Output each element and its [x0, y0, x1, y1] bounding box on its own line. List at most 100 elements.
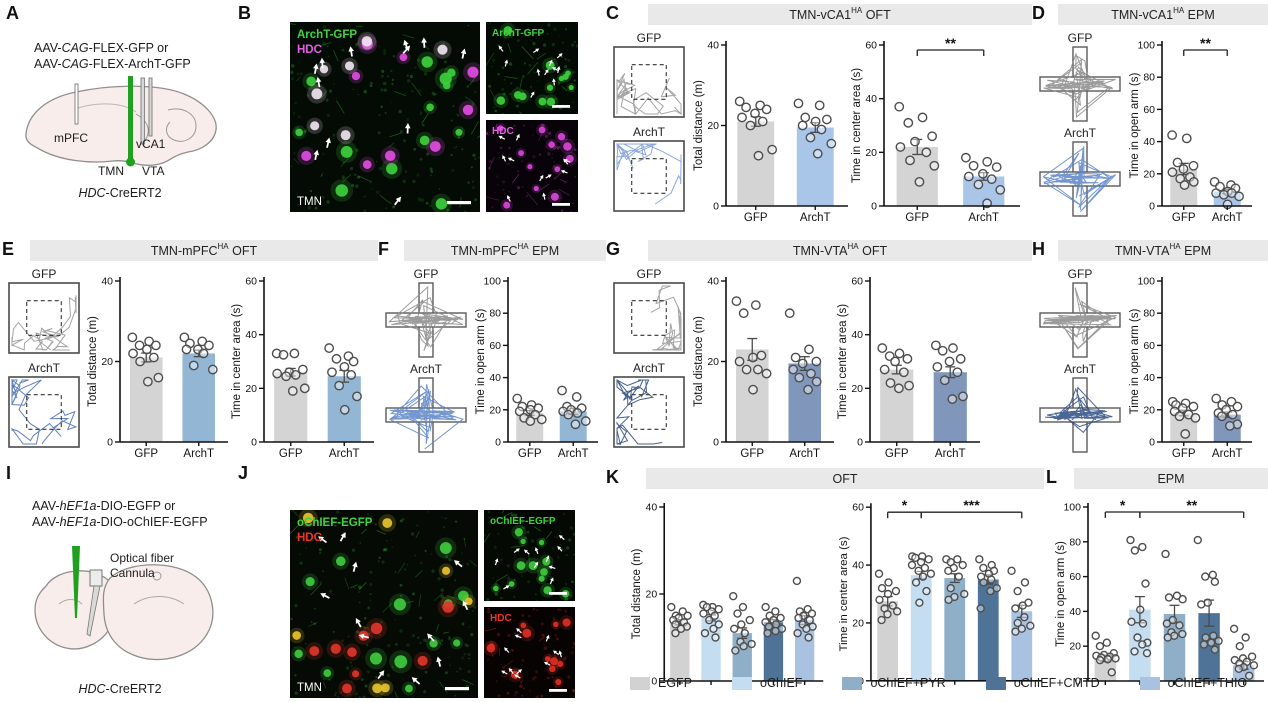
svg-text:GFP: GFP [905, 212, 929, 224]
svg-text:40: 40 [853, 561, 865, 572]
svg-text:40: 40 [707, 276, 719, 288]
group-legend: EGFP oChIEF oChIEF+PYR oChIEF+CMTD oChIE… [630, 676, 1247, 690]
svg-text:20: 20 [851, 383, 863, 395]
svg-text:20: 20 [1143, 404, 1155, 416]
svg-text:60: 60 [1143, 340, 1155, 352]
group-label-archt: ArchT [632, 125, 665, 139]
svg-text:TMN: TMN [297, 682, 322, 694]
svg-text:100: 100 [483, 276, 501, 288]
legend-label-egfp: EGFP [658, 676, 693, 690]
svg-text:ArchT: ArchT [329, 448, 360, 460]
panel-j: J oChIEF-EGFP HDC TMN oChIEF-EGFP HDC [238, 464, 586, 702]
panel-h: H TMN-VTA HA EPM GFP ArchT 0 20 40 60 80 100 Ti… [1032, 240, 1268, 462]
legend-swatch-ochief [732, 676, 753, 690]
panel-letter-l: L [1046, 467, 1057, 487]
svg-text:0: 0 [857, 437, 863, 449]
svg-text:60: 60 [1143, 104, 1155, 116]
panel-a: A AAV-CAG-FLEX-GFP or AAV-CAG-FLEX-ArchT… [6, 4, 234, 234]
label-vta: VTA [142, 164, 164, 178]
optic-fiber-beam [72, 546, 80, 618]
microscopy-merged-image: ArchT-GFP HDC TMN [290, 22, 480, 212]
svg-text:100: 100 [1137, 40, 1155, 52]
svg-text:20: 20 [853, 618, 865, 629]
svg-text:GFP: GFP [279, 448, 303, 460]
svg-text:GFP: GFP [885, 448, 909, 460]
legend-item-ochief-thio: oChIEF+THIO [1139, 676, 1247, 690]
svg-text:***: *** [964, 497, 981, 513]
svg-text:0: 0 [651, 676, 657, 688]
microscopy-hdc-inset: HDC [486, 120, 578, 212]
chart-center-time-vca1: 0 20 40 60 Time in center area (s) GFP ArchT ** [851, 35, 1020, 224]
legend-label-ochief-cmtd: oChIEF+CMTD [1013, 676, 1100, 690]
panel-letter-f: F [378, 239, 389, 259]
svg-text:HDC: HDC [297, 532, 322, 544]
svg-text:0: 0 [1149, 437, 1155, 449]
cerebellum-curve [166, 108, 197, 142]
oft-track-archt [8, 376, 80, 448]
chart-open-arm-vca1: 0 20 40 60 80 100 Time in open arm (s) GFP ArchT… [1129, 35, 1252, 224]
svg-text:0: 0 [1075, 676, 1081, 688]
legend-swatch-ochief-cmtd [985, 676, 1006, 690]
svg-text:60: 60 [1069, 571, 1081, 583]
svg-text:40: 40 [865, 93, 877, 105]
oft-track-archt [613, 140, 685, 212]
panel-letter-h: H [1032, 239, 1045, 259]
panel-letter-k: K [606, 467, 619, 487]
panel-l-header: EPM [1074, 468, 1268, 489]
virus-construct-text: AAV-hEF1a-DIO-EGFP or AAV-hEF1a-DIO-oChI… [32, 498, 208, 531]
mouse-line-caption: HDC-CreERT2 [78, 682, 162, 696]
svg-text:40: 40 [851, 329, 863, 341]
label-tmn: TMN [98, 164, 124, 178]
chart-total-distance-vta: 0 20 40 Total distance (m) GFP ArchT [693, 276, 834, 460]
svg-text:GFP: GFP [744, 212, 768, 224]
svg-text:40: 40 [1069, 606, 1081, 618]
mouse-line-caption: HDC-CreERT2 [78, 186, 162, 200]
panel-f-header: TMN-mPFC HA EPM [404, 240, 606, 261]
chart-total-distance-oft: 0 20 40 Total distance (m) [631, 502, 824, 688]
svg-text:ArchT: ArchT [558, 448, 589, 460]
oft-track-archt [613, 376, 685, 448]
panel-letter-g: G [606, 239, 621, 259]
svg-text:Time in open arm (s): Time in open arm (s) [1129, 73, 1141, 179]
svg-text:0: 0 [713, 437, 719, 449]
epm-track-gfp [1039, 282, 1121, 358]
legend-label-ochief: oChIEF [760, 676, 803, 690]
group-label-gfp: GFP [1067, 31, 1093, 45]
svg-text:100: 100 [1063, 502, 1081, 514]
panel-d-header: TMN-vCA1 HA EPM [1058, 4, 1268, 25]
group-label-archt: ArchT [409, 362, 442, 376]
legend-item-ochief-pyr: oChIEF+PYR [842, 676, 946, 690]
epm-track-archt [385, 377, 467, 453]
panel-h-header: TMN-VTA HA EPM [1058, 240, 1268, 261]
label-vca1: vCA1 [136, 137, 166, 151]
svg-text:GFP: GFP [134, 448, 158, 460]
legend-item-egfp: EGFP [630, 676, 692, 690]
group-label-gfp: GFP [636, 31, 662, 45]
virus-line-1: AAV-CAG-FLEX-GFP or [34, 41, 169, 55]
brain-outline [25, 85, 217, 166]
epm-track-gfp [1039, 46, 1121, 122]
legend-swatch-egfp [630, 676, 650, 690]
panel-k-header: OFT [646, 468, 1044, 489]
svg-text:**: ** [945, 35, 956, 51]
svg-text:*: * [902, 497, 908, 513]
svg-text:ArchT: ArchT [968, 212, 999, 224]
microscopy-gfp-inset: ArchT-GFP [486, 22, 578, 114]
coronal-slice-right [102, 564, 214, 661]
group-label-gfp: GFP [413, 267, 439, 281]
mpfc-cannula [74, 83, 79, 125]
panel-l: L EPM 0 20 40 60 80 100 Time in open arm (s) * *… [1046, 467, 1268, 688]
panel-letter-c: C [606, 3, 619, 23]
slice-detail-3 [152, 571, 162, 581]
svg-text:60: 60 [489, 340, 501, 352]
svg-text:*: * [1120, 497, 1126, 513]
svg-text:40: 40 [1143, 136, 1155, 148]
svg-text:60: 60 [851, 276, 863, 288]
svg-text:ArchT: ArchT [800, 212, 831, 224]
svg-text:40: 40 [646, 502, 658, 514]
svg-text:GFP: GFP [518, 448, 542, 460]
svg-text:40: 40 [489, 372, 501, 384]
svg-text:20: 20 [245, 383, 257, 395]
legend-swatch-ochief-thio [1139, 676, 1160, 690]
